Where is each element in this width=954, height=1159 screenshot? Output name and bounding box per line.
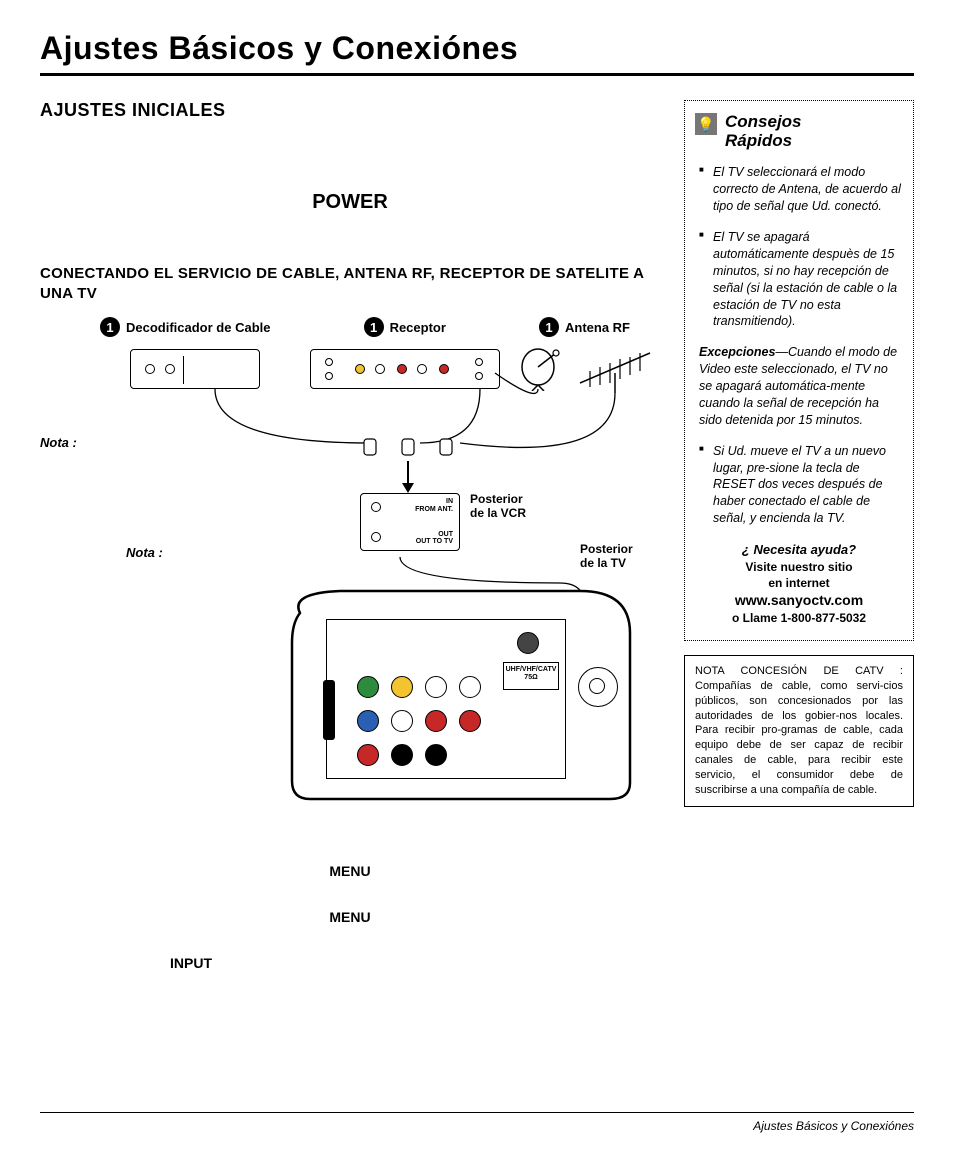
tips-title: 💡 Consejos Rápidos (695, 113, 903, 150)
help-url: www.sanyoctv.com (695, 591, 903, 610)
footer-text: Ajustes Básicos y Conexiónes (753, 1119, 914, 1133)
power-heading: POWER (40, 191, 660, 214)
label-decoder: 1 Decodificador de Cable (100, 317, 270, 337)
badge-one-icon: 1 (364, 317, 384, 337)
vcr-outtotv-label: OUT TO TV (416, 538, 453, 546)
tv-caption-l2: de la TV (580, 557, 633, 571)
vcr-caption: Posterior de la VCR (470, 493, 526, 521)
help-block: ¿ Necesita ayuda? Visite nuestro sitio e… (695, 541, 903, 626)
tv-back-panel: UHF/VHF/CATV 75Ω (280, 583, 640, 803)
label-receiver-text: Receptor (390, 320, 446, 335)
connect-heading: CONECTANDO EL SERVICIO DE CABLE, ANTENA … (40, 264, 660, 303)
tv-caption-l1: Posterior (580, 543, 633, 557)
vcr-caption-l2: de la VCR (470, 507, 526, 521)
quick-tips-box: 💡 Consejos Rápidos El TV seleccionará el… (684, 100, 914, 641)
help-phone: o Llame 1-800-877-5032 (695, 610, 903, 626)
diagram-labels-row: 1 Decodificador de Cable 1 Receptor 1 An… (40, 317, 660, 337)
vcr-caption-l1: Posterior (470, 493, 526, 507)
catv-note-box: NOTA CONCESIÓN DE CATV : Compañías de ca… (684, 655, 914, 807)
input-label: INPUT (170, 955, 660, 971)
page-title: Ajustes Básicos y Conexiónes (40, 30, 914, 76)
sidebar-column: 💡 Consejos Rápidos El TV seleccionará el… (684, 100, 914, 971)
coax-connector-icon (578, 667, 618, 707)
menu-block: MENU MENU (40, 863, 660, 925)
exceptions-label: Excepciones (699, 345, 775, 359)
footer: Ajustes Básicos y Conexiónes (40, 1112, 914, 1133)
tips-list-2: Si Ud. mueve el TV a un nuevo lugar, pre… (695, 443, 903, 527)
badge-one-icon: 1 (539, 317, 559, 337)
vcr-fromant-label: FROM ANT. (415, 506, 453, 514)
nota-1: Nota : (40, 435, 77, 450)
help-question: ¿ Necesita ayuda? (695, 541, 903, 559)
tip-item: El TV seleccionará el modo correcto de A… (695, 164, 903, 215)
tips-title-l2: Rápidos (725, 132, 802, 151)
connection-diagram: Nota : Nota : IN FROM ANT. OUT OUT TO TV… (40, 343, 660, 823)
tips-title-l1: Consejos (725, 113, 802, 132)
label-receiver: 1 Receptor (364, 317, 446, 337)
lightbulb-icon: 💡 (695, 113, 717, 135)
main-column: AJUSTES INICIALES POWER CONECTANDO EL SE… (40, 100, 660, 971)
help-line1: Visite nuestro sitio (695, 559, 903, 575)
vcr-in-label: IN (415, 498, 453, 506)
tv-port-label-l1: UHF/VHF/CATV (504, 666, 558, 674)
label-antenna: 1 Antena RF (539, 317, 630, 337)
exceptions-paragraph: Excepciones—Cuando el modo de Video este… (695, 344, 903, 428)
tv-caption: Posterior de la TV (580, 543, 633, 571)
vcr-device: IN FROM ANT. OUT OUT TO TV (360, 493, 460, 551)
nota-2: Nota : (126, 545, 163, 560)
label-decoder-text: Decodificador de Cable (126, 320, 270, 335)
help-line2: en internet (695, 575, 903, 591)
content-columns: AJUSTES INICIALES POWER CONECTANDO EL SE… (40, 100, 914, 971)
label-antenna-text: Antena RF (565, 320, 630, 335)
badge-one-icon: 1 (100, 317, 120, 337)
vcr-out-label: OUT (416, 531, 453, 539)
menu-label-1: MENU (40, 863, 660, 879)
section-heading: AJUSTES INICIALES (40, 100, 660, 121)
tip-item: Si Ud. mueve el TV a un nuevo lugar, pre… (695, 443, 903, 527)
tips-list-1: El TV seleccionará el modo correcto de A… (695, 164, 903, 330)
tv-port-label-l2: 75Ω (504, 674, 558, 682)
menu-label-2: MENU (40, 909, 660, 925)
tip-item: El TV se apagará automáticamente despuès… (695, 229, 903, 330)
